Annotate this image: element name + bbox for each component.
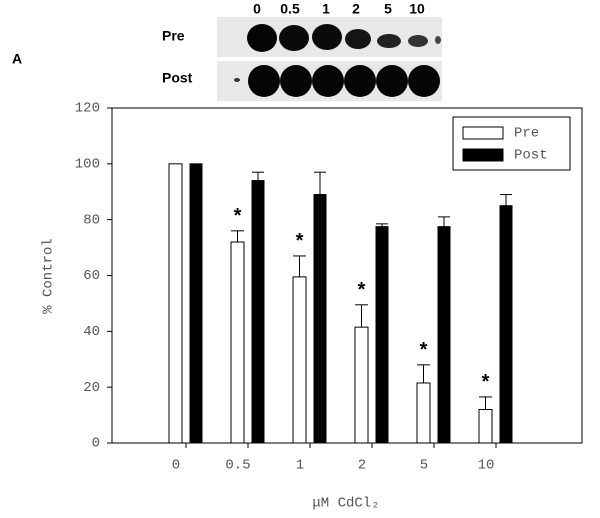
x-tick-label: 0 xyxy=(172,458,180,474)
blot-band xyxy=(248,65,280,97)
blot-band xyxy=(408,35,428,47)
bar xyxy=(375,226,389,444)
bar xyxy=(416,382,431,444)
y-tick-label: 120 xyxy=(75,101,100,117)
blot-band xyxy=(312,24,342,50)
legend-label: Post xyxy=(514,148,548,164)
blot-band xyxy=(435,36,441,44)
blot-band xyxy=(279,25,309,51)
bar xyxy=(230,241,245,444)
blot-row-label: Pre xyxy=(162,28,185,44)
bar xyxy=(168,163,183,444)
bar xyxy=(292,276,307,444)
annotation: * xyxy=(234,205,242,227)
blot-band xyxy=(234,78,240,82)
x-tick-label: 10 xyxy=(478,458,495,474)
lane-label: 0 xyxy=(253,1,261,17)
y-tick-label: 40 xyxy=(83,324,100,340)
lane-label: 2 xyxy=(352,1,360,17)
annotation: * xyxy=(358,279,366,301)
y-tick-label: 0 xyxy=(92,436,100,452)
annotation: * xyxy=(482,371,490,393)
x-tick-label: 2 xyxy=(358,458,366,474)
blot-row-label: Post xyxy=(162,70,193,86)
bar xyxy=(189,163,203,444)
lane-label: 10 xyxy=(409,1,425,17)
annotation: * xyxy=(296,230,304,252)
blot-band xyxy=(408,65,440,97)
y-axis-label: % Control xyxy=(41,238,57,314)
legend-swatch xyxy=(462,148,504,162)
bar xyxy=(478,409,493,444)
lane-label: 0.5 xyxy=(280,1,300,17)
x-tick-label: 1 xyxy=(296,458,304,474)
blot-band xyxy=(345,29,371,49)
x-axis-label: μM CdCl₂ xyxy=(312,496,379,512)
x-tick-label: 5 xyxy=(420,458,428,474)
y-tick-label: 80 xyxy=(83,212,100,228)
blot-band xyxy=(376,65,408,97)
lane-label: 5 xyxy=(384,1,392,17)
bar xyxy=(499,205,513,444)
bar xyxy=(354,326,369,444)
bar xyxy=(437,226,451,444)
legend-swatch xyxy=(462,126,504,140)
panel-label: A xyxy=(12,51,22,67)
x-tick-label: 0.5 xyxy=(225,458,250,474)
annotation: * xyxy=(420,339,428,361)
bar xyxy=(251,180,265,444)
blot-band xyxy=(247,24,277,52)
blot-band xyxy=(344,65,376,97)
y-tick-label: 20 xyxy=(83,380,100,396)
legend-box xyxy=(452,116,571,171)
blot xyxy=(217,17,442,101)
y-tick-label: 100 xyxy=(75,157,100,173)
lane-label: 1 xyxy=(322,1,330,17)
y-tick-label: 60 xyxy=(83,268,100,284)
blot-band xyxy=(377,34,401,48)
bar xyxy=(313,194,327,444)
legend-label: Pre xyxy=(514,126,539,142)
blot-band xyxy=(280,65,312,97)
blot-band xyxy=(312,65,344,97)
